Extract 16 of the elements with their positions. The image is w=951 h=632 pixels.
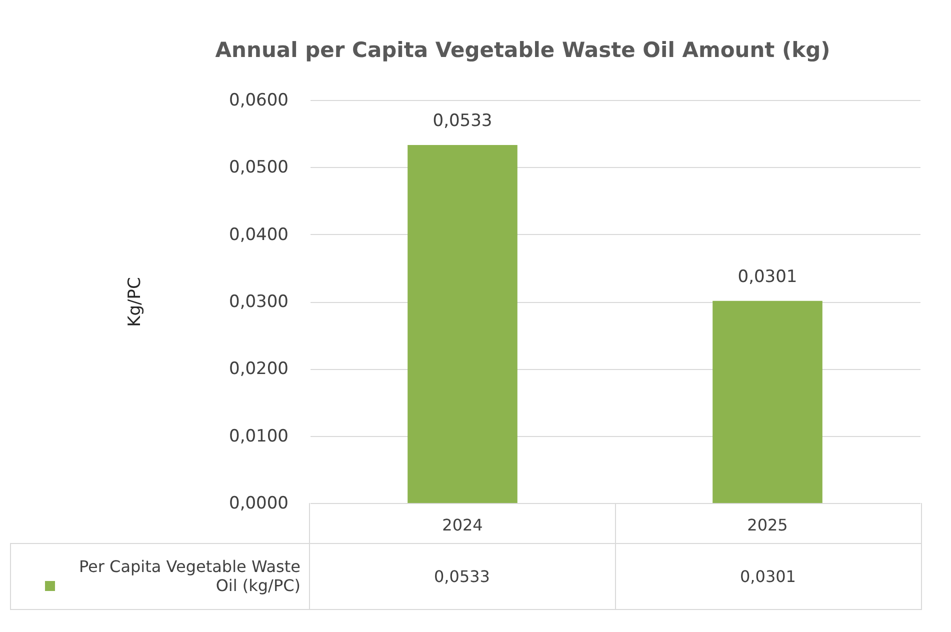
y-tick-label: 0,0600 [229, 90, 288, 110]
text: 0,0533 [432, 111, 492, 131]
chart-title: Annual per Capita Vegetable Waste Oil Amount (kg) [215, 38, 830, 62]
y-tick-label: 0,0400 [229, 224, 288, 245]
y-tick-label: 0,0300 [229, 292, 288, 312]
data-label: 0,0301 [615, 543, 921, 609]
y-tick-label: 0,0200 [229, 359, 288, 380]
y-tick-label: 0,0100 [229, 426, 288, 446]
x-tick-label: 2024 [442, 516, 483, 534]
legend-label: Per Capita Vegetable Waste Oil (kg/PC) [78, 557, 300, 595]
text: 0,0301 [738, 266, 798, 287]
x-tick-label: 2025 [747, 516, 788, 534]
data-label: 0,0533 [309, 543, 615, 609]
y-tick-label: 0,0500 [229, 158, 288, 178]
y-tick-label: 0,0000 [229, 494, 288, 514]
y-axis-title: Kg/PC [125, 277, 146, 327]
